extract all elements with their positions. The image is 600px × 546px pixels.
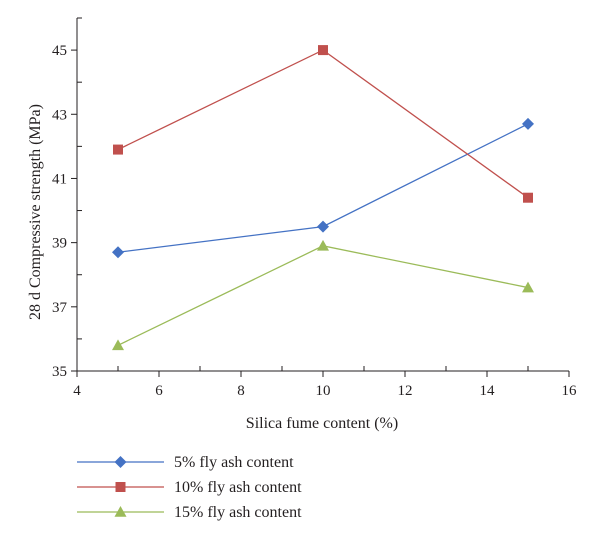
x-axis-title: Silica fume content (%) bbox=[246, 415, 398, 432]
y-tick-label: 45 bbox=[52, 43, 67, 59]
legend-label: 15% fly ash content bbox=[174, 504, 302, 521]
series-line bbox=[117, 123, 529, 253]
legend-label: 5% fly ash content bbox=[174, 454, 294, 471]
legend-label: 10% fly ash content bbox=[174, 479, 302, 496]
legend-marker bbox=[115, 482, 126, 492]
x-tick-label: 6 bbox=[155, 383, 163, 399]
y-axis-title: 28 d Compressive strength (MPa) bbox=[27, 104, 44, 320]
x-tick-label: 12 bbox=[398, 383, 413, 399]
legend-item: 10% fly ash content bbox=[77, 479, 302, 496]
data-point bbox=[522, 117, 534, 130]
data-point bbox=[522, 281, 534, 293]
y-tick-label: 43 bbox=[52, 107, 67, 123]
series-3 bbox=[112, 239, 534, 351]
legend-marker bbox=[114, 456, 127, 468]
data-point bbox=[523, 192, 533, 203]
x-tick-label: 14 bbox=[480, 383, 496, 399]
x-tick-label: 16 bbox=[562, 383, 578, 399]
data-point bbox=[113, 144, 123, 155]
x-tick-label: 8 bbox=[237, 383, 245, 399]
data-point bbox=[112, 246, 124, 259]
legend: 5% fly ash content 10% fly ash content 15%… bbox=[77, 454, 302, 521]
legend-marker bbox=[114, 506, 127, 517]
y-axis: 35 37 39 41 43 45 bbox=[52, 17, 82, 380]
x-tick-label: 4 bbox=[73, 383, 81, 399]
series-layer bbox=[112, 45, 534, 351]
series-line bbox=[117, 49, 529, 199]
series-line bbox=[117, 245, 529, 346]
x-tick-label: 10 bbox=[316, 383, 331, 399]
x-axis: 4 6 8 10 12 14 16 bbox=[73, 366, 577, 399]
legend-item: 5% fly ash content bbox=[77, 454, 294, 471]
data-point bbox=[317, 220, 329, 233]
data-point bbox=[112, 339, 124, 351]
legend-item: 15% fly ash content bbox=[77, 504, 302, 521]
series-1 bbox=[112, 117, 534, 259]
y-tick-label: 37 bbox=[52, 300, 68, 316]
y-tick-label: 41 bbox=[52, 171, 67, 187]
data-point bbox=[317, 239, 329, 251]
series-2 bbox=[113, 45, 533, 203]
y-tick-label: 35 bbox=[52, 364, 67, 380]
y-tick-label: 39 bbox=[52, 236, 67, 252]
data-point bbox=[318, 45, 328, 56]
